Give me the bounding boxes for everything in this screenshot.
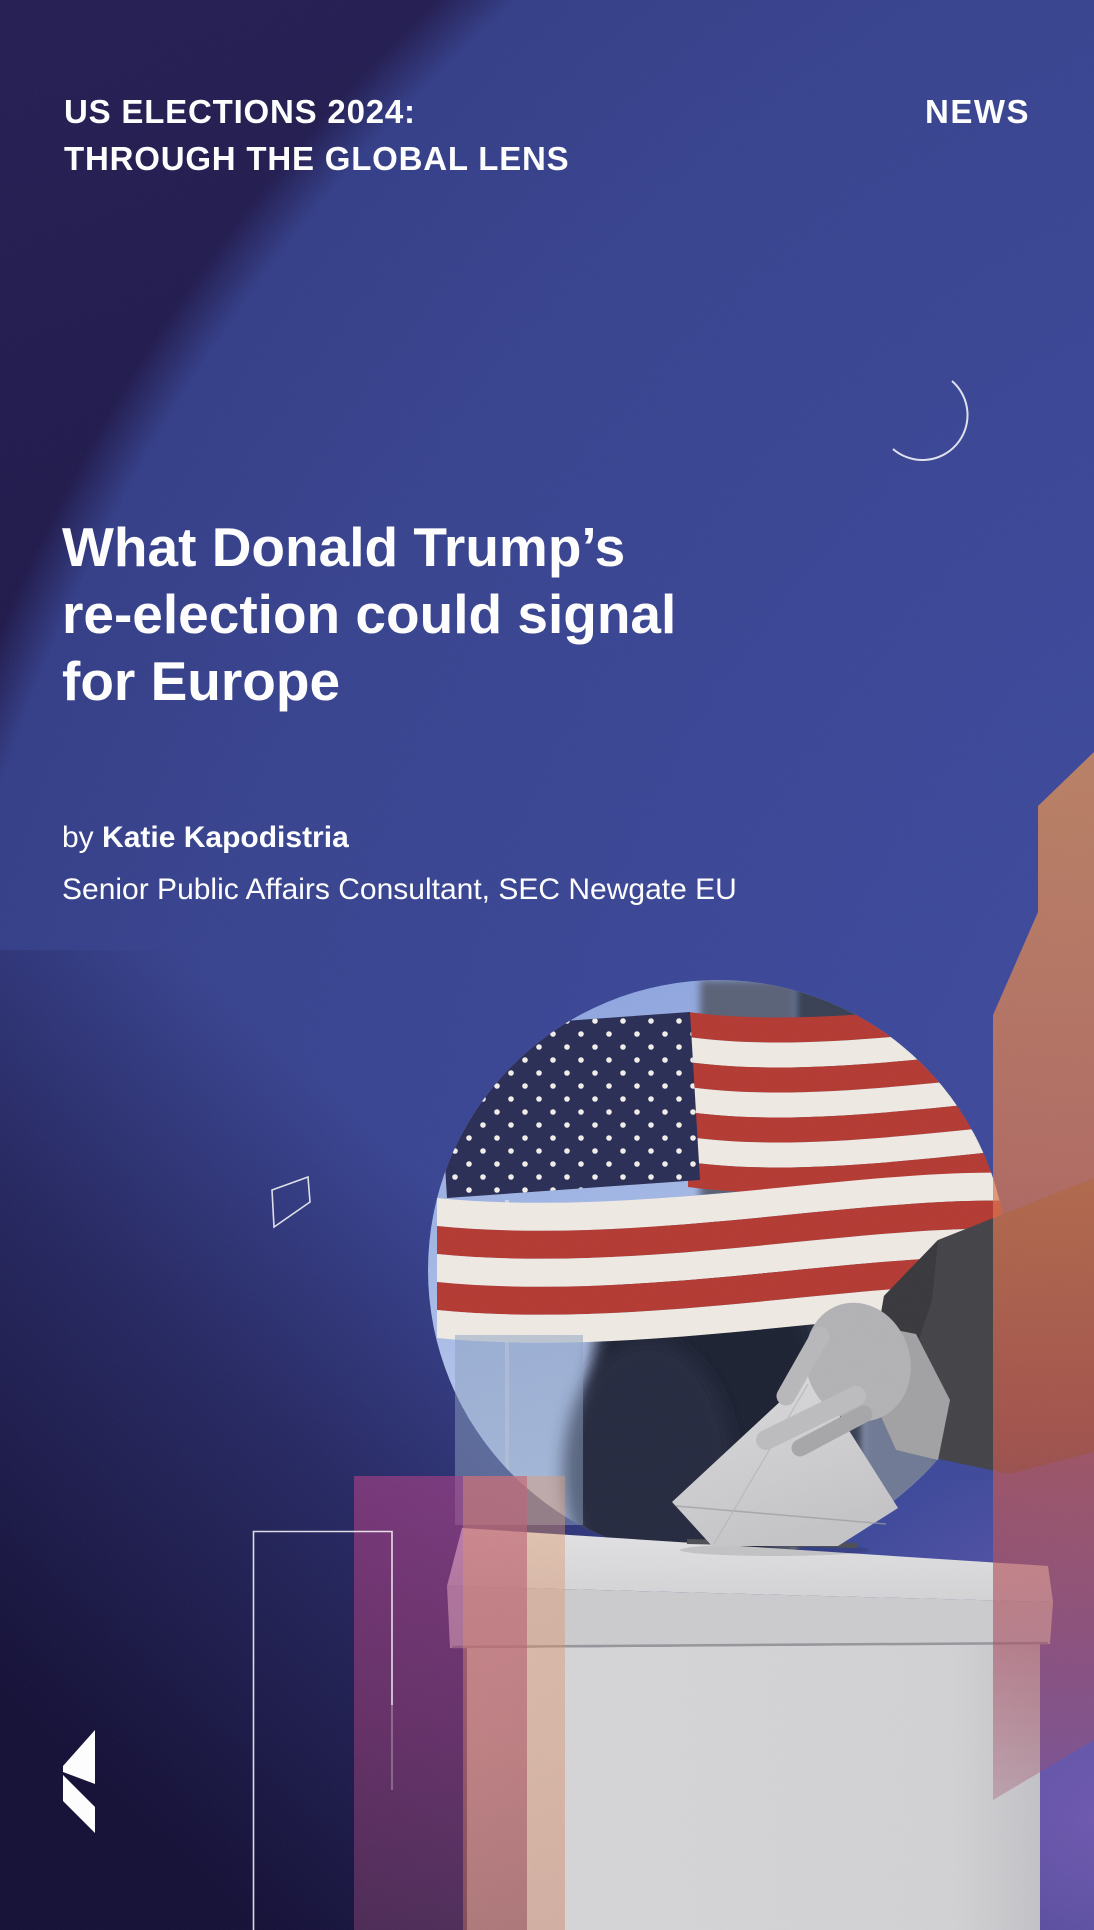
byline-role: Senior Public Affairs Consultant, SEC Ne… [62,873,737,906]
series-kicker: US ELECTIONS 2024: THROUGH THE GLOBAL LE… [64,88,569,182]
kicker-line-2: THROUGH THE GLOBAL LENS [64,140,570,177]
byline: by Katie Kapodistria Senior Public Affai… [62,812,737,916]
byline-prefix: by [62,821,103,854]
page-title: What Donald Trump’s re-election could si… [62,514,676,715]
title-line-1: What Donald Trump’s [62,516,626,578]
title-line-2: re-election could signal [62,583,677,645]
title-line-3: for Europe [62,650,341,712]
kicker-line-1: US ELECTIONS 2024: [64,93,416,130]
byline-author: Katie Kapodistria [102,821,349,854]
news-badge: NEWS [925,93,1030,130]
byline-author-line: by Katie Kapodistria [62,812,737,864]
